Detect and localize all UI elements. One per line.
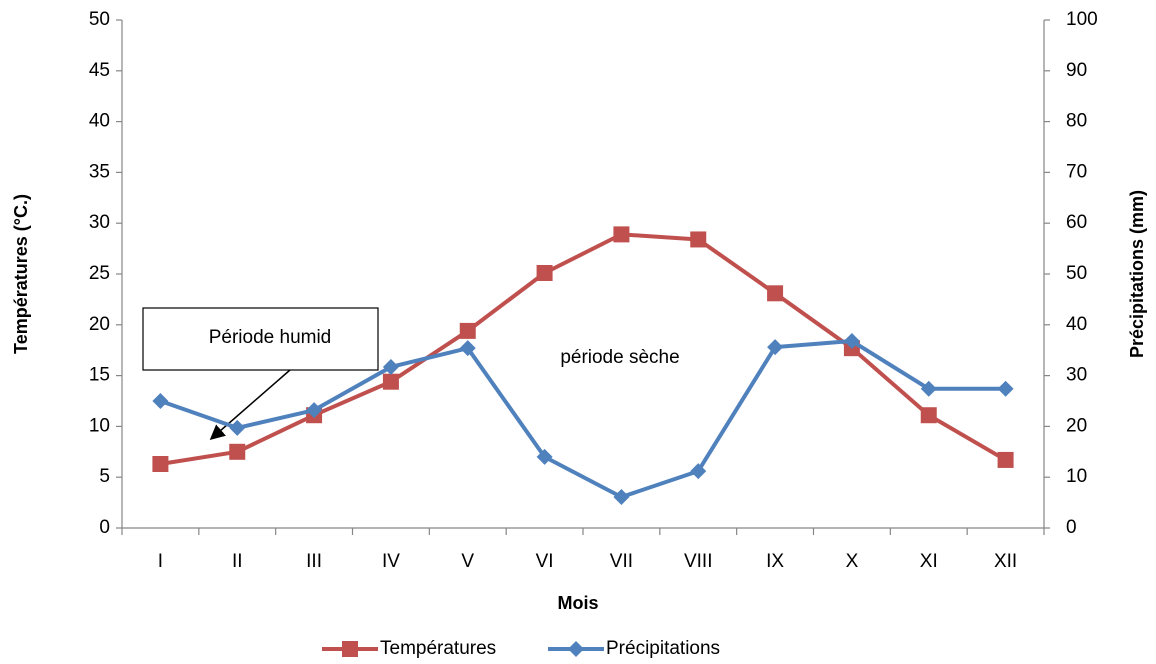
y-tick-label: 50 [89, 9, 110, 30]
y2-tick-label: 30 [1066, 365, 1087, 386]
x-tick-label: VI [536, 551, 554, 572]
y-tick-label: 45 [89, 60, 110, 81]
data-point [690, 463, 707, 480]
y2-axis-label: Précipitations (mm) [1127, 190, 1147, 358]
data-point [920, 380, 937, 397]
legend-label: Précipitations [606, 638, 720, 659]
legend-marker [568, 641, 584, 657]
data-point [382, 373, 399, 390]
data-point [997, 380, 1014, 397]
x-axis-label: Mois [557, 593, 598, 613]
data-point [690, 231, 707, 248]
annotation-box [142, 307, 379, 371]
x-tick-label: III [306, 551, 322, 572]
y-axis-label: Températures (°C.) [11, 194, 31, 354]
y2-tick-label: 10 [1066, 466, 1087, 487]
y-tick-label: 5 [99, 466, 110, 487]
legend-marker [342, 641, 358, 657]
legend-label: Températures [380, 638, 496, 659]
annotation: période sèche [560, 347, 679, 368]
data-point [613, 489, 630, 506]
y2-tick-label: 40 [1066, 314, 1087, 335]
data-point [382, 358, 399, 375]
y2-tick-label: 60 [1066, 212, 1087, 233]
y-tick-label: 35 [89, 161, 110, 182]
y-tick-label: 25 [89, 263, 110, 284]
data-point [536, 448, 553, 465]
y-tick-label: 0 [99, 517, 110, 538]
y-tick-label: 15 [89, 365, 110, 386]
x-tick-label: I [158, 551, 163, 572]
annotation: Période humid [209, 327, 332, 348]
data-point [920, 407, 937, 424]
data-point [152, 455, 169, 472]
data-point [613, 226, 630, 243]
y2-tick-label: 100 [1066, 9, 1098, 30]
data-point [229, 419, 246, 436]
x-tick-label: II [232, 551, 243, 572]
data-point [536, 264, 553, 281]
annotation-arrow [209, 369, 291, 440]
data-point [767, 285, 784, 302]
x-tick-label: V [461, 551, 474, 572]
y2-tick-label: 20 [1066, 415, 1087, 436]
data-point [767, 339, 784, 356]
series-line [160, 232, 1007, 466]
y2-tick-label: 80 [1066, 111, 1087, 132]
x-tick-label: XI [920, 551, 938, 572]
x-tick-label: VIII [684, 551, 713, 572]
y2-tick-label: 70 [1066, 161, 1087, 182]
y2-tick-label: 0 [1066, 517, 1077, 538]
x-tick-label: IV [382, 551, 400, 572]
y-tick-label: 30 [89, 212, 110, 233]
x-tick-label: IX [766, 551, 784, 572]
data-point [459, 340, 476, 357]
x-tick-label: X [846, 551, 859, 572]
y2-tick-label: 90 [1066, 60, 1087, 81]
x-tick-label: VII [610, 551, 633, 572]
series-line [159, 339, 1006, 500]
data-point [229, 443, 246, 460]
data-point [306, 402, 323, 419]
data-point [997, 451, 1014, 468]
y-tick-label: 40 [89, 111, 110, 132]
data-point [459, 322, 476, 339]
y-tick-label: 10 [89, 415, 110, 436]
y-tick-label: 20 [89, 314, 110, 335]
data-point [152, 393, 169, 409]
data-point [843, 333, 860, 350]
y2-tick-label: 50 [1066, 263, 1087, 284]
x-tick-label: XII [994, 551, 1017, 572]
